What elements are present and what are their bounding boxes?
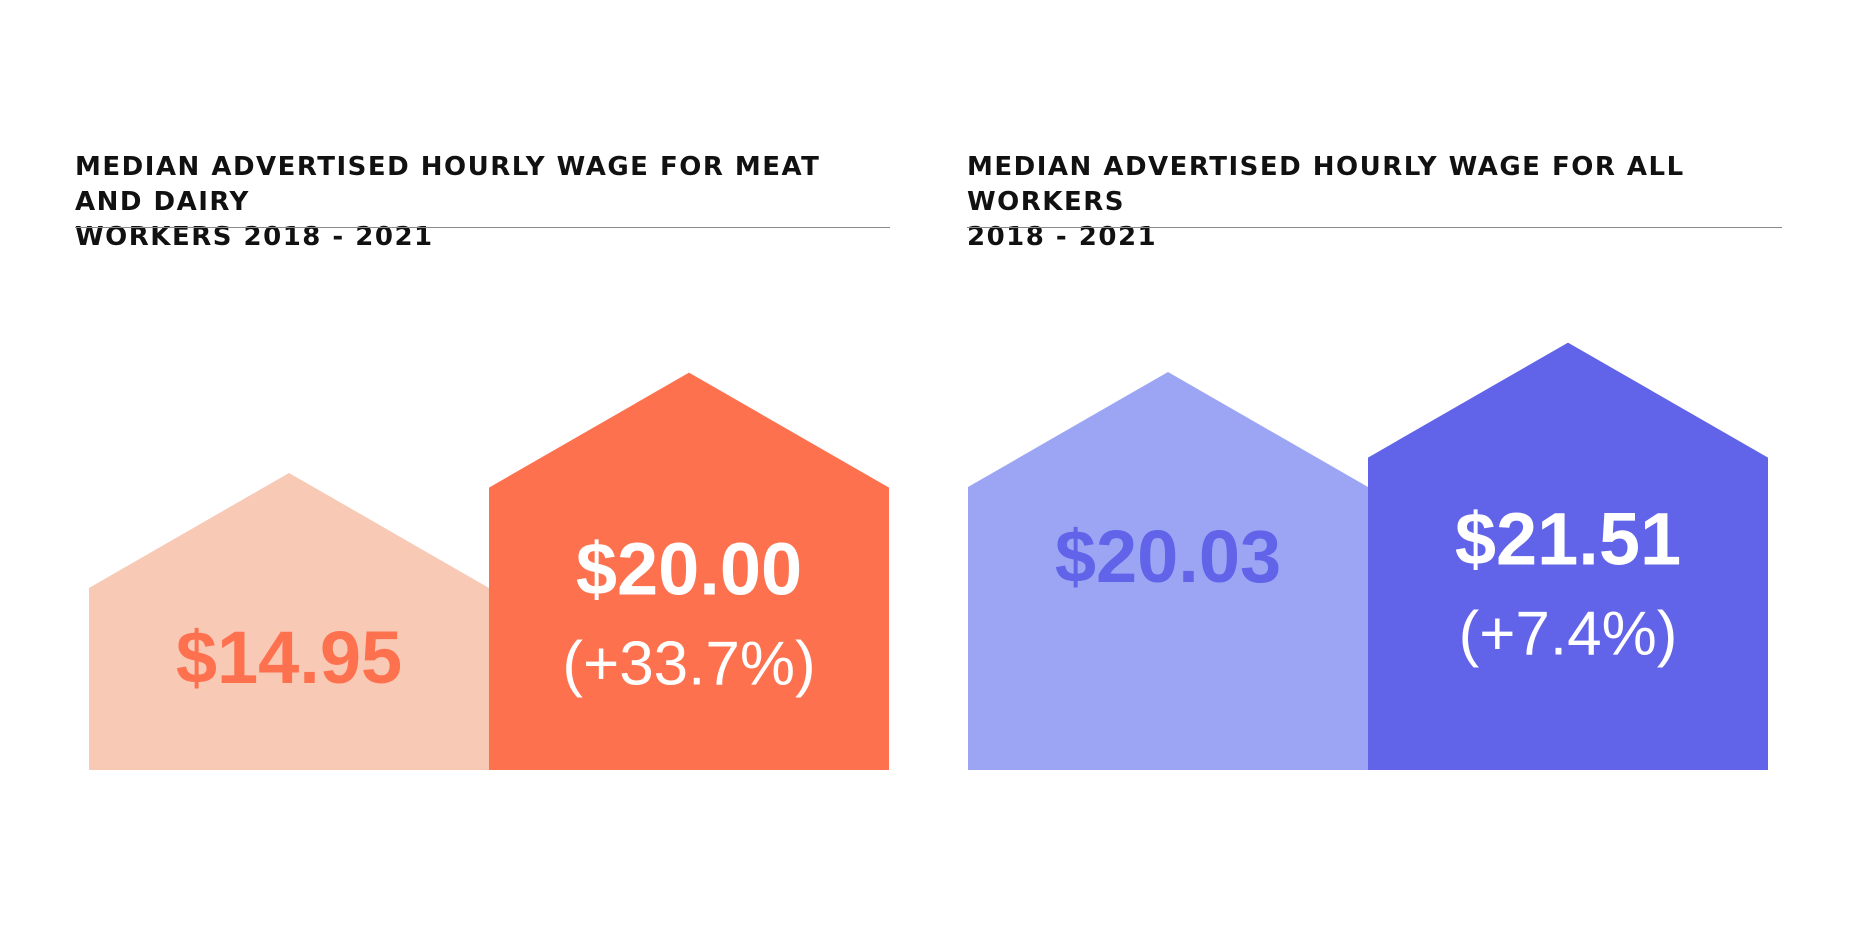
house-bar-2018	[89, 472, 489, 770]
house-bar-2021	[489, 372, 889, 770]
chart-title-line-1: MEDIAN ADVERTISED HOURLY WAGE FOR ALL WO…	[967, 152, 1685, 217]
value-label-2018: $14.95	[176, 616, 402, 699]
value-label-2021: $20.00	[576, 528, 802, 611]
house-chart-0: $14.95 $20.00 (+33.7%)	[89, 372, 889, 770]
percent-change-label: (+33.7%)	[562, 630, 815, 699]
value-label-2021: $21.51	[1455, 498, 1681, 581]
percent-change-label: (+7.4%)	[1459, 600, 1678, 669]
chart-title-line-1: MEDIAN ADVERTISED HOURLY WAGE FOR MEAT A…	[75, 152, 821, 217]
house-bar-2018	[968, 372, 1368, 770]
value-label-2018: $20.03	[1055, 515, 1281, 598]
title-divider	[75, 227, 890, 228]
house-bar-2021	[1368, 342, 1768, 770]
house-chart-1: $20.03 $21.51 (+7.4%)	[968, 342, 1768, 770]
title-divider	[967, 227, 1782, 228]
